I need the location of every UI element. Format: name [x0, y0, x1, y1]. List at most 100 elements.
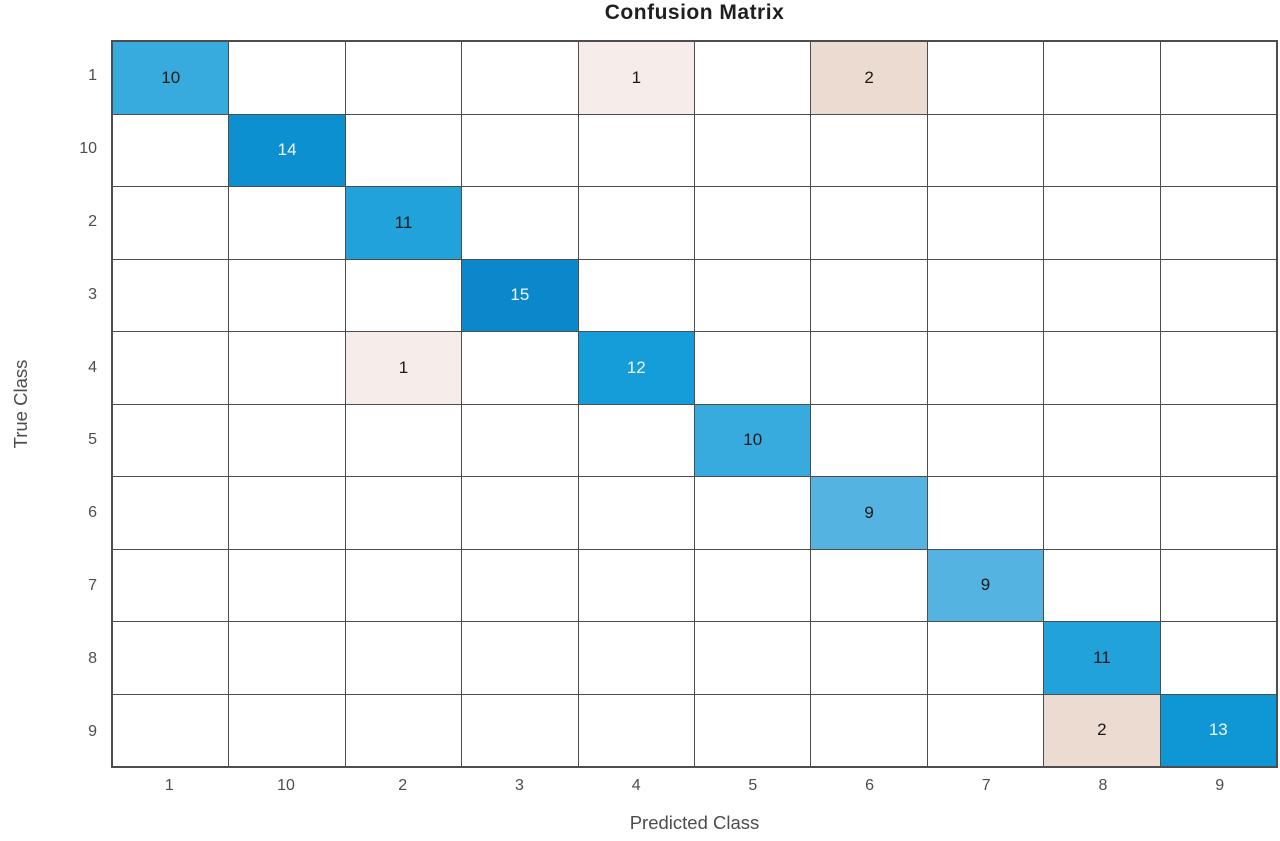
matrix-cell: [927, 259, 1044, 331]
matrix-cell: [1044, 42, 1160, 114]
matrix-cell: [113, 187, 229, 259]
matrix-cell: [229, 622, 345, 694]
y-tick-label: 3: [88, 285, 97, 303]
matrix-cell: [1160, 622, 1276, 694]
x-tick-label: 7: [981, 777, 991, 794]
matrix-cell: [811, 622, 927, 694]
matrix-cell: [345, 259, 462, 331]
x-tick-label: 8: [1098, 777, 1108, 794]
matrix-cell: [1160, 42, 1276, 114]
confusion-grid: 10 1 2 14 11 15 1 12 10 9 9 11 2 13: [111, 40, 1278, 768]
x-tick-label: 6: [865, 777, 874, 794]
matrix-cell: [695, 622, 811, 694]
matrix-cell: [345, 622, 462, 694]
matrix-cell: [578, 477, 694, 549]
matrix-cell: [927, 404, 1044, 476]
matrix-cell: [345, 114, 462, 186]
matrix-cell: [113, 694, 229, 766]
matrix-cell: [1160, 259, 1276, 331]
matrix-cell: [229, 332, 345, 404]
matrix-cell: [695, 549, 811, 621]
x-tick-label: 5: [748, 777, 758, 794]
matrix-cell: [229, 404, 345, 476]
matrix-cell: [927, 622, 1044, 694]
x-tick-label: 4: [631, 777, 641, 794]
matrix-cell: [462, 477, 578, 549]
matrix-cell: [927, 187, 1044, 259]
matrix-cell: [345, 477, 462, 549]
matrix-cell: 14: [229, 114, 345, 186]
matrix-cell: [695, 187, 811, 259]
matrix-cell: [229, 477, 345, 549]
matrix-cell: [1160, 114, 1276, 186]
matrix-cell: [1160, 187, 1276, 259]
matrix-cell: 2: [811, 42, 927, 114]
matrix-cell: [462, 622, 578, 694]
matrix-cell: [462, 404, 578, 476]
matrix-cell: [1044, 477, 1160, 549]
matrix-cell: [1044, 332, 1160, 404]
matrix-cell: 11: [345, 187, 462, 259]
matrix-cell: [695, 332, 811, 404]
chart-title: Confusion Matrix: [604, 1, 785, 24]
matrix-cell: [811, 259, 927, 331]
matrix-cell: [811, 404, 927, 476]
matrix-cell: [113, 404, 229, 476]
matrix-cell: [695, 114, 811, 186]
matrix-cell: [345, 42, 462, 114]
matrix-cell: [229, 549, 345, 621]
matrix-cell: [1160, 477, 1276, 549]
matrix-cell: 9: [811, 477, 927, 549]
matrix-cell: [113, 332, 229, 404]
matrix-cell: [578, 622, 694, 694]
matrix-cell: [578, 259, 694, 331]
matrix-cell: 2: [1044, 694, 1160, 766]
matrix-cell: [345, 404, 462, 476]
matrix-cell: [811, 114, 927, 186]
x-tick-label: 3: [514, 777, 524, 794]
matrix-cell: [113, 114, 229, 186]
x-tick-label: 2: [398, 777, 408, 794]
matrix-cell: [113, 622, 229, 694]
y-tick-label: 7: [88, 576, 97, 594]
matrix-cell: [1160, 332, 1276, 404]
y-tick-label: 9: [88, 722, 97, 740]
matrix-cell: [462, 694, 578, 766]
matrix-cell: [811, 332, 927, 404]
matrix-cell: [462, 114, 578, 186]
matrix-cell: [695, 694, 811, 766]
y-tick-label: 6: [88, 504, 97, 522]
matrix-cell: 13: [1160, 694, 1276, 766]
matrix-cell: [695, 259, 811, 331]
matrix-cell: [229, 187, 345, 259]
matrix-cell: [578, 549, 694, 621]
matrix-cell: [1044, 187, 1160, 259]
matrix-cell: [695, 477, 811, 549]
y-tick-label: 5: [88, 431, 97, 449]
matrix-cell: [927, 694, 1044, 766]
matrix-cell: 10: [113, 42, 229, 114]
matrix-cell: 1: [578, 42, 694, 114]
matrix-cell: [229, 259, 345, 331]
y-tick-label: 4: [88, 358, 97, 376]
matrix-cell: [462, 549, 578, 621]
y-axis-tick-labels: 1 10 2 3 4 5 6 7 8 9: [0, 40, 97, 768]
matrix-cell: [1160, 549, 1276, 621]
matrix-cell: 1: [345, 332, 462, 404]
matrix-cell: [229, 42, 345, 114]
matrix-cell: [113, 549, 229, 621]
y-tick-label: 8: [88, 649, 97, 667]
matrix-cell: [811, 694, 927, 766]
matrix-cell: [927, 42, 1044, 114]
matrix-cell: 9: [927, 549, 1044, 621]
x-axis-tick-labels: 1 10 2 3 4 5 6 7 8 9: [111, 772, 1278, 800]
matrix-cell: [578, 114, 694, 186]
matrix-cell: [578, 694, 694, 766]
matrix-cell: [927, 477, 1044, 549]
y-tick-label: 2: [88, 212, 97, 230]
matrix-cell: [462, 42, 578, 114]
matrix-cell: [1044, 259, 1160, 331]
matrix-cell: [1160, 404, 1276, 476]
matrix-cell: 12: [578, 332, 694, 404]
